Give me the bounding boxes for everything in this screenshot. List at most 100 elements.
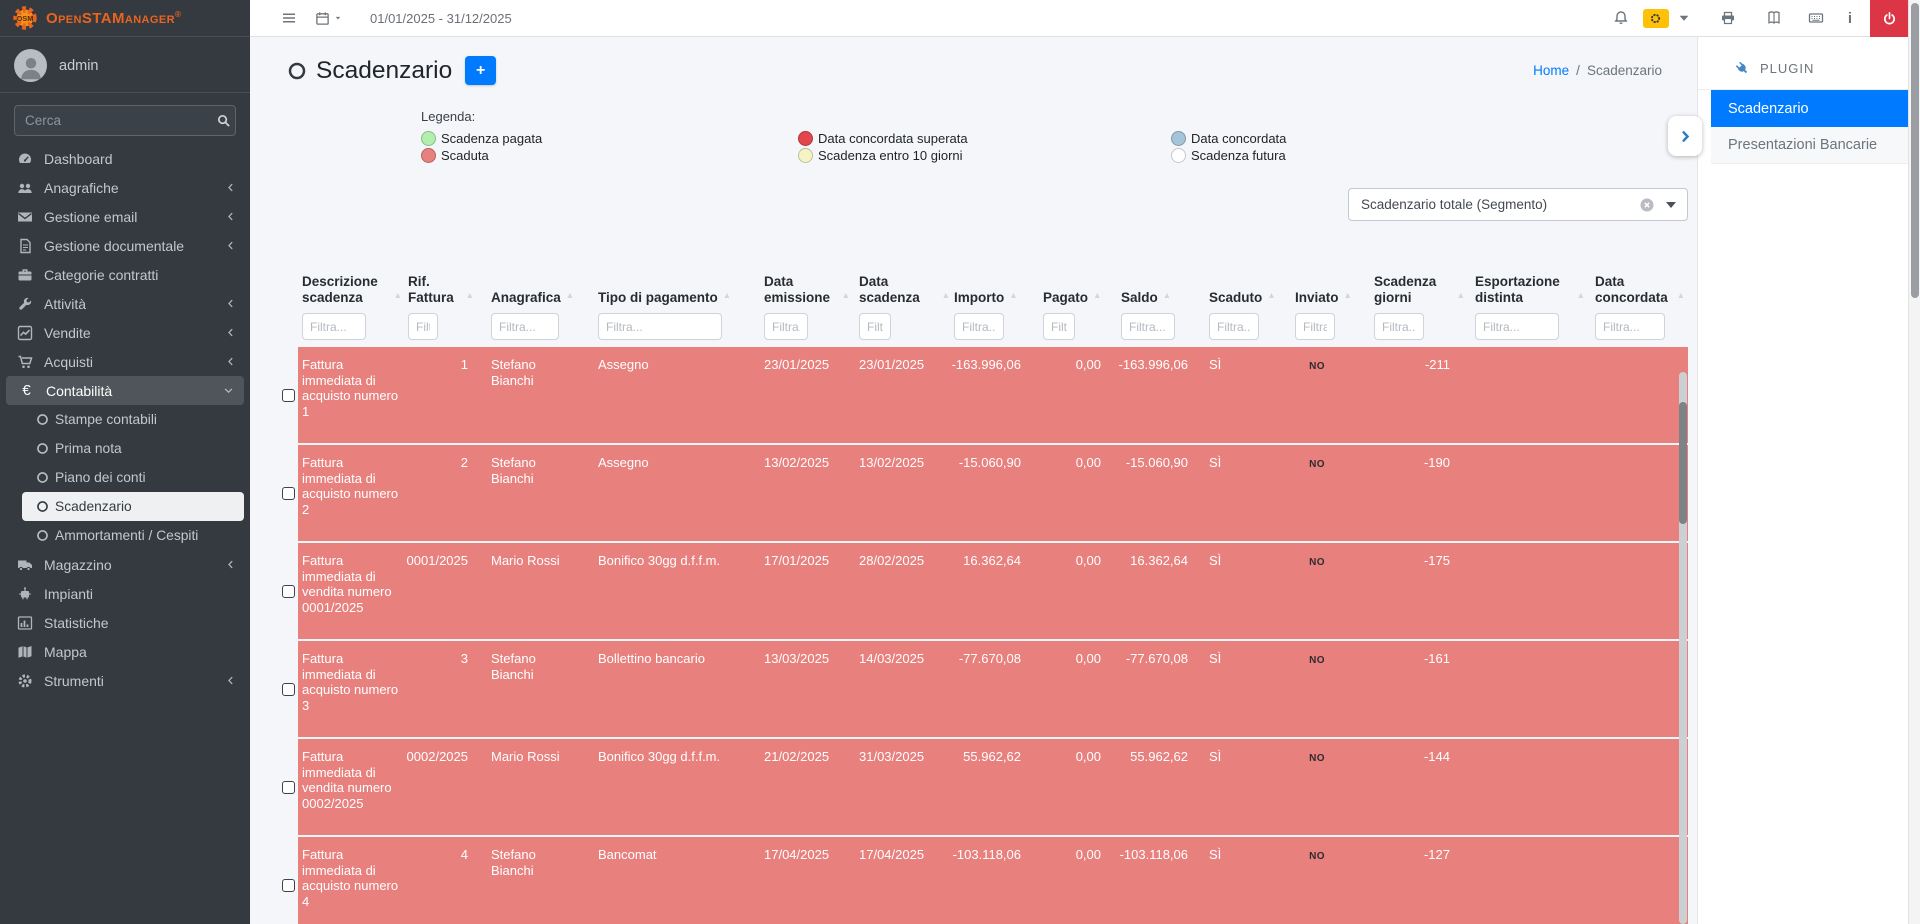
sidebar-item-mappa[interactable]: Mappa	[0, 637, 250, 666]
filter-input-data-emissione[interactable]	[764, 313, 808, 340]
sidebar-item-statistiche[interactable]: Statistiche	[0, 608, 250, 637]
docs-book-icon[interactable]	[1766, 10, 1782, 26]
sort-arrow-icon[interactable]: ▲	[1677, 287, 1685, 306]
column-label[interactable]: Importo	[954, 290, 1004, 306]
sort-arrow-icon[interactable]: ▲	[723, 287, 731, 306]
panel-collapse-button[interactable]	[1668, 116, 1702, 156]
sidebar-subitem-ammortamenti-cespiti[interactable]: Ammortamenti / Cespiti	[0, 521, 250, 550]
table-scrollbar[interactable]	[1679, 372, 1687, 924]
table-row[interactable]: Fattura immediata di vendita numero 0002…	[280, 739, 1688, 835]
sidebar-item-gestione-documentale[interactable]: Gestione documentale	[0, 231, 250, 260]
sort-arrow-icon[interactable]: ▲	[1457, 287, 1465, 306]
session-caret-icon[interactable]	[1676, 10, 1692, 26]
search-input[interactable]	[14, 105, 212, 136]
page-scrollbar-thumb[interactable]	[1911, 3, 1919, 298]
table-row[interactable]: Fattura immediata di acquisto numero 22S…	[280, 445, 1688, 541]
shortcuts-keyboard-icon[interactable]	[1808, 10, 1824, 26]
column-label[interactable]: Scadenza giorni	[1374, 274, 1452, 306]
sidebar-subitem-label: Scadenzario	[55, 499, 132, 514]
sidebar-subitem-prima-nota[interactable]: Prima nota	[0, 434, 250, 463]
column-label[interactable]: Anagrafica	[491, 290, 561, 306]
sort-arrow-icon[interactable]: ▲	[466, 287, 474, 306]
filter-input-data-concordata[interactable]	[1595, 313, 1665, 340]
filter-input-scadenza-giorni[interactable]	[1374, 313, 1424, 340]
filter-input-inviato[interactable]	[1295, 313, 1335, 340]
filter-input-esportazione-distinta[interactable]	[1475, 313, 1559, 340]
breadcrumb-home-link[interactable]: Home	[1533, 63, 1569, 78]
sort-arrow-icon[interactable]: ▲	[566, 287, 574, 306]
info-icon[interactable]: i	[1848, 10, 1852, 27]
filter-input-tipo-di-pagamento[interactable]	[598, 313, 722, 340]
column-label[interactable]: Rif. Fattura	[408, 274, 461, 306]
clear-selection-icon[interactable]	[1639, 197, 1655, 213]
sidebar-subitem-piano-dei-conti[interactable]: Piano dei conti	[0, 463, 250, 492]
brand-logo[interactable]: OSM OpenSTAManager®	[0, 0, 250, 37]
sidebar-subitem-scadenzario[interactable]: Scadenzario	[22, 492, 244, 521]
sort-arrow-icon[interactable]: ▲	[394, 287, 402, 306]
sort-arrow-icon[interactable]: ▲	[1344, 287, 1352, 306]
column-label[interactable]: Pagato	[1043, 290, 1088, 306]
table-row[interactable]: Fattura immediata di vendita numero 0001…	[280, 543, 1688, 639]
session-status-badge[interactable]	[1643, 9, 1669, 28]
sidebar-item-categorie-contratti[interactable]: Categorie contratti	[0, 260, 250, 289]
column-label[interactable]: Descrizione scadenza	[302, 274, 389, 306]
row-checkbox[interactable]	[282, 389, 295, 402]
date-range[interactable]: 01/01/2025 - 31/12/2025	[370, 11, 512, 26]
sort-arrow-icon[interactable]: ▲	[942, 287, 950, 306]
logout-power-button[interactable]	[1870, 0, 1908, 37]
filter-input-rif-fattura[interactable]	[408, 313, 438, 340]
row-checkbox[interactable]	[282, 781, 295, 794]
sidebar-item-vendite[interactable]: Vendite	[0, 318, 250, 347]
sort-arrow-icon[interactable]: ▲	[842, 287, 850, 306]
filter-input-anagrafica[interactable]	[491, 313, 559, 340]
column-label[interactable]: Data scadenza	[859, 274, 937, 306]
filter-input-importo[interactable]	[954, 313, 1004, 340]
column-label[interactable]: Saldo	[1121, 290, 1158, 306]
column-label[interactable]: Esportazione distinta	[1475, 274, 1572, 306]
sidebar-item-anagrafiche[interactable]: Anagrafiche	[0, 173, 250, 202]
sort-arrow-icon[interactable]: ▲	[1093, 287, 1101, 306]
sidebar-item-gestione-email[interactable]: Gestione email	[0, 202, 250, 231]
sort-arrow-icon[interactable]: ▲	[1267, 287, 1275, 306]
column-label[interactable]: Inviato	[1295, 290, 1339, 306]
row-checkbox[interactable]	[282, 487, 295, 500]
sidebar-item-impianti[interactable]: Impianti	[0, 579, 250, 608]
search-button[interactable]	[212, 105, 236, 136]
column-label[interactable]: Tipo di pagamento	[598, 290, 718, 306]
plugin-tab-presentazioni-bancarie[interactable]: Presentazioni Bancarie	[1711, 127, 1908, 164]
sort-arrow-icon[interactable]: ▲	[1163, 287, 1171, 306]
column-label[interactable]: Data concordata	[1595, 274, 1672, 306]
sidebar-item-magazzino[interactable]: Magazzino	[0, 550, 250, 579]
filter-input-saldo[interactable]	[1121, 313, 1175, 340]
sidebar-item-strumenti[interactable]: Strumenti	[0, 666, 250, 695]
table-row[interactable]: Fattura immediata di acquisto numero 33S…	[280, 641, 1688, 737]
table-row[interactable]: Fattura immediata di acquisto numero 44S…	[280, 837, 1688, 924]
sidebar-item-contabilit[interactable]: € Contabilità	[6, 376, 244, 405]
print-icon[interactable]	[1720, 10, 1736, 26]
filter-input-scaduto[interactable]	[1209, 313, 1259, 340]
page-scrollbar[interactable]	[1908, 0, 1920, 924]
table-scrollbar-thumb[interactable]	[1679, 402, 1687, 524]
user-panel[interactable]: admin	[0, 37, 250, 93]
sidebar-subitem-stampe-contabili[interactable]: Stampe contabili	[0, 405, 250, 434]
row-checkbox[interactable]	[282, 585, 295, 598]
sidebar-item-dashboard[interactable]: Dashboard	[0, 144, 250, 173]
plugin-tab-scadenzario[interactable]: Scadenzario	[1711, 90, 1908, 127]
hamburger-menu-icon[interactable]	[281, 10, 297, 26]
sidebar-item-acquisti[interactable]: Acquisti	[0, 347, 250, 376]
row-checkbox[interactable]	[282, 683, 295, 696]
segment-select[interactable]: Scadenzario totale (Segmento)	[1348, 188, 1688, 221]
column-label[interactable]: Data emissione	[764, 274, 837, 306]
sidebar-item-attivit[interactable]: Attività	[0, 289, 250, 318]
notifications-bell-icon[interactable]	[1613, 10, 1629, 26]
sort-arrow-icon[interactable]: ▲	[1009, 287, 1017, 306]
filter-input-descrizione-scadenza[interactable]	[302, 313, 366, 340]
table-row[interactable]: Fattura immediata di acquisto numero 11S…	[280, 347, 1688, 443]
filter-input-pagato[interactable]	[1043, 313, 1075, 340]
add-record-button[interactable]: +	[465, 56, 496, 85]
sort-arrow-icon[interactable]: ▲	[1577, 287, 1585, 306]
row-checkbox[interactable]	[282, 879, 295, 892]
column-label[interactable]: Scaduto	[1209, 290, 1262, 306]
date-filter-dropdown[interactable]	[315, 11, 342, 26]
filter-input-data-scadenza[interactable]	[859, 313, 891, 340]
